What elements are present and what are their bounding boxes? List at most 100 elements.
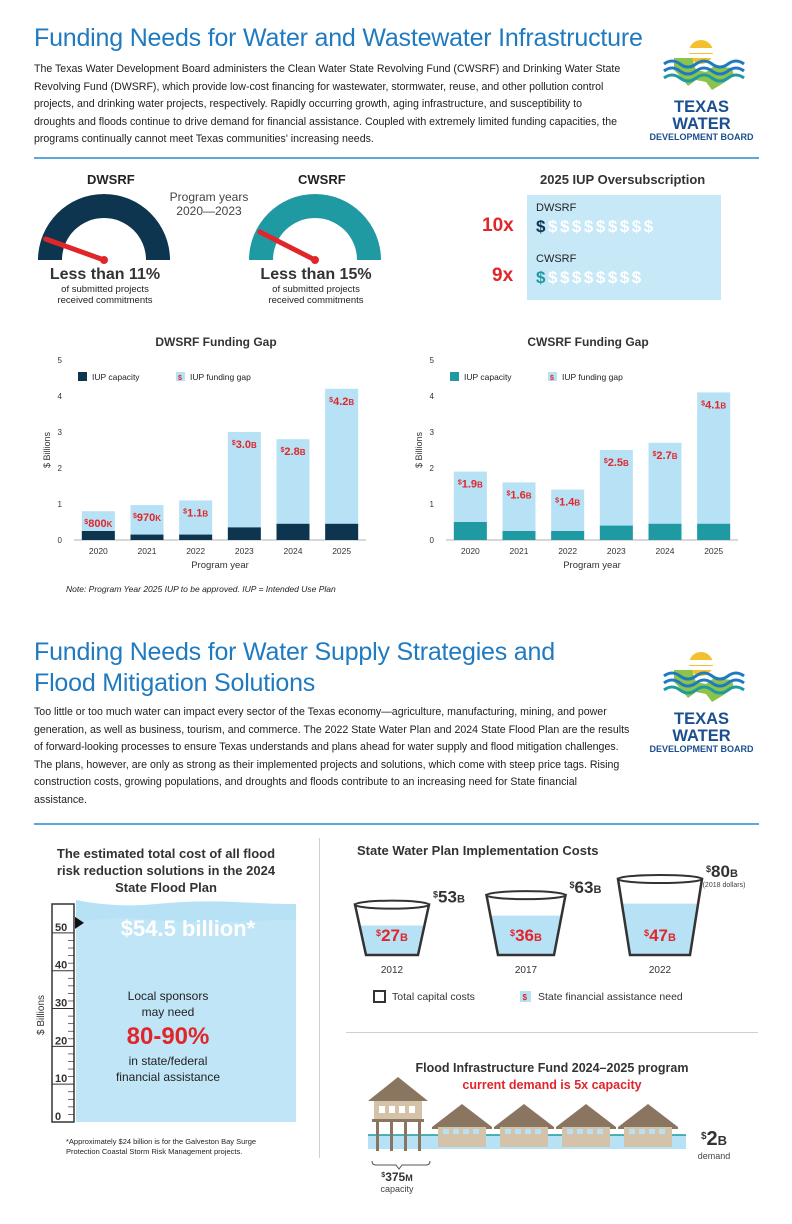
legend-label-gap: IUP funding gap (190, 372, 251, 382)
cwsrf-stat: Less than 15% of submitted projects rece… (241, 266, 391, 306)
ruler-tick-label: 50 (55, 922, 67, 934)
oversub-panel (527, 195, 721, 300)
sponsor-line4: financial assistance (116, 1070, 220, 1084)
house-window (535, 1129, 541, 1134)
oversub-dwsrf-label: DWSRF (536, 202, 577, 214)
section1-intro: The Texas Water Development Board admini… (34, 63, 621, 145)
cwsrf-gauge-hub (311, 256, 319, 264)
logo-line1: TEXAS WATER (672, 98, 731, 133)
bar-value-label: $970K (133, 512, 161, 524)
x-axis-label: Program year (191, 560, 249, 571)
dollar-icon: $ (559, 217, 572, 236)
house-roof (618, 1104, 678, 1129)
dwsrf-gauge-hub (100, 256, 108, 264)
house-window (473, 1129, 479, 1134)
cup-year-label: 2012 (381, 965, 404, 976)
flood-plan-chart: 0 10 20 30 40 50 $ Billions $54.5 billion* Local… (36, 900, 296, 1123)
cup-rim (617, 874, 703, 884)
legend-swatch-gap (548, 372, 557, 381)
cup-need-fill (490, 915, 562, 955)
y-axis-label: $ Billions (414, 431, 424, 468)
dollar-icon: $ (643, 217, 656, 236)
bar-funding-gap (599, 450, 633, 540)
dwsrf-dollar-row: $$$$$$$$$$ (536, 217, 656, 237)
x-tick-label: 2024 (656, 546, 675, 556)
cwsrf-sub2: received commitments (268, 295, 364, 306)
dollar-icon: $ (619, 217, 632, 236)
stilt-house-window (399, 1106, 405, 1113)
stilt-house-window (389, 1106, 395, 1113)
bar-capacity (502, 531, 536, 540)
dwsrf-stat: Less than 11% of submitted projects rece… (30, 266, 180, 306)
cwsrf-multiplier: 9x (492, 265, 514, 286)
section2-title-line1: Funding Needs for Water Supply Strategie… (34, 638, 555, 666)
bar-capacity (325, 523, 359, 540)
cwsrf-gauge (249, 194, 381, 264)
house-window (453, 1129, 459, 1134)
bar-funding-gap (130, 505, 164, 540)
ruler-tick-label: 0 (55, 1111, 61, 1123)
y-tick-label: 2 (58, 464, 63, 473)
flood-total-label: $54.5 billion* (121, 916, 256, 941)
dwsrf-gauge (38, 194, 170, 264)
dollar-icon: $ (631, 268, 644, 287)
stilt-house-body (374, 1101, 422, 1119)
dollar-icon: $ (619, 268, 632, 287)
house-window (567, 1129, 573, 1134)
program-years: Program years 2020—2023 (161, 190, 257, 218)
divider (34, 157, 759, 159)
texas-logo-icon (663, 652, 745, 702)
dwsrf-gauge-arc (38, 194, 170, 260)
cup-total-label: $80B (706, 862, 738, 881)
legend-label-gap: IUP funding gap (562, 372, 623, 382)
y-tick-label: 2 (430, 464, 435, 473)
flood-ruler (51, 903, 75, 1123)
y-tick-label: 5 (430, 356, 435, 365)
bar-value-label: $800K (84, 518, 112, 530)
section2-title-line2: Flood Mitigation Solutions (34, 669, 316, 697)
bar-value-label: $1.1B (183, 507, 208, 519)
flood-level-marker (75, 916, 84, 929)
x-tick-label: 2021 (138, 546, 157, 556)
x-tick-label: 2022 (558, 546, 577, 556)
house-window (577, 1129, 583, 1134)
bar-value-label: $1.6B (507, 489, 532, 501)
bar-value-label: $2.5B (604, 457, 629, 469)
stilt-house-window (379, 1106, 385, 1113)
cwsrf-dollar-row: $$$$$$$$$ (536, 268, 644, 288)
twdb-logo-2: TEXAS WATER DEVELOPMENT BOARD (644, 642, 759, 754)
stilt-house-pile (376, 1122, 379, 1151)
cwsrf-sub1: of submitted projects (272, 284, 360, 295)
dwsrf-gauge-needle (43, 236, 103, 262)
y-tick-label: 4 (430, 392, 435, 401)
flood-footnote-1: *Approximately $24 billion is for the Ga… (66, 1137, 257, 1146)
bar-capacity (648, 523, 682, 540)
demand-label: demand (698, 1151, 731, 1161)
house-roof (432, 1104, 492, 1129)
texas-logo-icon (663, 40, 745, 90)
cwsrf-headline: Less than 15% (260, 266, 372, 283)
ruler-tick-label: 30 (55, 998, 67, 1010)
bar-capacity (227, 527, 261, 540)
ruler-tick-label: 20 (55, 1035, 67, 1047)
cup-total-label: $63B (570, 878, 602, 897)
vertical-divider (319, 838, 320, 1158)
bar-value-label: $4.2B (329, 396, 354, 408)
dollar-icon: $ (607, 217, 620, 236)
house-window (443, 1129, 449, 1134)
twdb-logo: TEXAS WATER DEVELOPMENT BOARD (644, 30, 759, 142)
legend-dollar-icon: $ (550, 375, 554, 382)
logo2-line2: DEVELOPMENT BOARD (649, 744, 754, 754)
cup-year-label: 2017 (515, 965, 538, 976)
flood-wave (76, 918, 296, 1122)
cwsrf-gauge-arc (249, 194, 381, 260)
stilt-house-window (409, 1106, 415, 1113)
bar-capacity (179, 534, 213, 540)
chart-note: Note: Program Year 2025 IUP to be approv… (66, 584, 336, 594)
legend-total-label: Total capital costs (392, 991, 475, 1003)
section2-intro: Too little or too much water can impact … (34, 706, 630, 806)
dollar-icon: $ (571, 268, 584, 287)
y-tick-label: 1 (430, 500, 435, 509)
cup-rim (485, 890, 567, 901)
